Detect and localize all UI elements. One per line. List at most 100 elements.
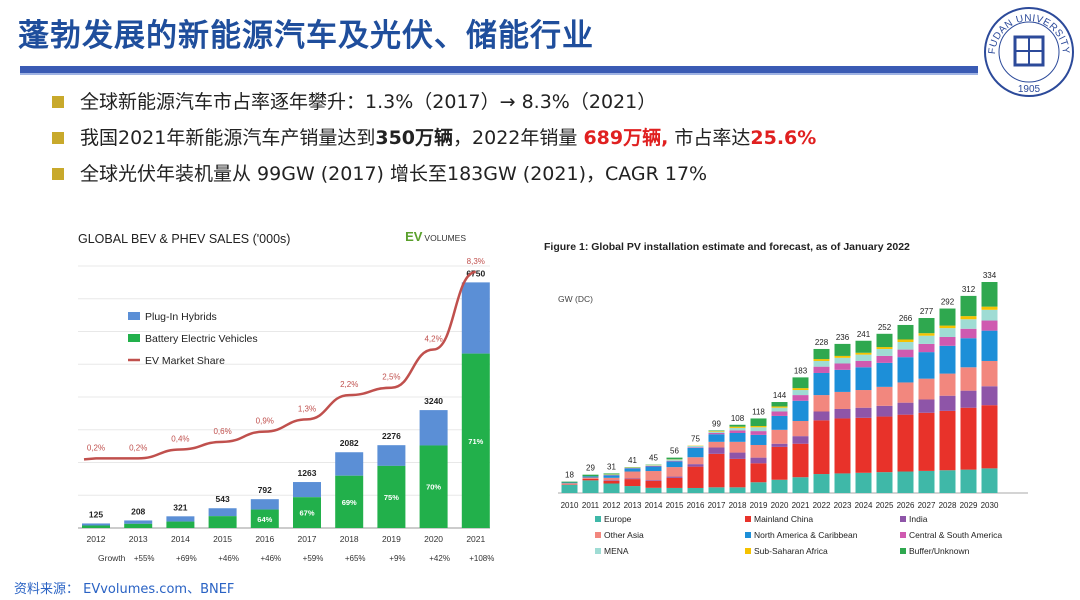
market-share-label: 0,9% bbox=[256, 417, 274, 426]
legend-label: MENA bbox=[604, 546, 629, 556]
legend-label: Other Asia bbox=[604, 530, 644, 540]
stack-segment bbox=[624, 478, 641, 480]
stack-segment bbox=[897, 402, 914, 415]
bev-share-label: 67% bbox=[299, 509, 314, 518]
market-share-label: 2,2% bbox=[340, 380, 358, 389]
stack-segment bbox=[561, 481, 578, 483]
x-tick-label: 2014 bbox=[645, 501, 663, 510]
stack-segment bbox=[813, 359, 830, 361]
stack-segment bbox=[897, 357, 914, 383]
stack-segment bbox=[666, 467, 683, 477]
bev-share-label: 64% bbox=[257, 515, 272, 524]
stack-segment bbox=[729, 432, 746, 442]
bullet-text-part: ，2022年销量 bbox=[453, 127, 584, 149]
stack-segment bbox=[750, 463, 767, 483]
brand-logo-volumes: VOLUMES bbox=[424, 233, 466, 243]
stack-segment bbox=[855, 352, 872, 355]
stack-segment bbox=[792, 390, 809, 396]
x-tick-label: 2013 bbox=[129, 534, 148, 544]
stack-segment bbox=[750, 444, 767, 458]
stack-segment bbox=[855, 340, 872, 353]
stack-segment bbox=[687, 445, 704, 448]
x-tick-label: 2017 bbox=[708, 501, 726, 510]
market-share-label: 0,4% bbox=[171, 434, 189, 443]
legend-label: Battery Electric Vehicles bbox=[145, 333, 258, 345]
pv-installation-chart: Figure 1: Global PV installation estimat… bbox=[544, 241, 1028, 556]
stack-segment bbox=[729, 424, 746, 427]
x-tick-label: 2011 bbox=[582, 501, 600, 510]
legend-swatch bbox=[745, 548, 751, 554]
total-label: 252 bbox=[878, 323, 892, 332]
stack-segment bbox=[939, 373, 956, 396]
bev-bar bbox=[124, 523, 153, 528]
bev-share-label: 75% bbox=[384, 493, 399, 502]
bullet-square-icon bbox=[52, 132, 64, 144]
stack-segment bbox=[939, 395, 956, 411]
stack-segment bbox=[918, 470, 935, 493]
stack-segment bbox=[771, 402, 788, 407]
seal-year: 1905 bbox=[1018, 84, 1041, 95]
legend-swatch bbox=[595, 532, 601, 538]
stack-segment bbox=[687, 447, 704, 458]
source-note: 资料来源： EVvolumes.com、BNEF bbox=[14, 582, 235, 597]
total-label: 75 bbox=[691, 435, 700, 444]
stack-segment bbox=[708, 432, 725, 435]
x-tick-label: 2028 bbox=[939, 501, 957, 510]
stack-segment bbox=[960, 367, 977, 391]
stack-segment bbox=[876, 347, 893, 349]
legend-swatch bbox=[595, 516, 601, 522]
total-label: 321 bbox=[173, 502, 187, 512]
x-tick-label: 2013 bbox=[624, 501, 642, 510]
stack-segment bbox=[834, 391, 851, 409]
bev-bar bbox=[82, 525, 110, 528]
bullet-text-part: 我国2021年新能源汽车产销量达到 bbox=[80, 127, 376, 149]
total-label: 29 bbox=[586, 464, 595, 473]
stack-segment bbox=[624, 468, 641, 472]
bullet-text: 全球光伏年装机量从 99GW (2017) 增长至183GW (2021)，CA… bbox=[80, 160, 707, 188]
stack-segment bbox=[750, 457, 767, 464]
legend-swatch-phev bbox=[128, 312, 140, 320]
stack-segment bbox=[750, 434, 767, 445]
stack-segment bbox=[918, 412, 935, 471]
stack-segment bbox=[603, 480, 620, 484]
growth-label: +59% bbox=[303, 554, 324, 563]
stack-segment bbox=[729, 458, 746, 488]
phev-bar bbox=[335, 452, 364, 476]
stack-segment bbox=[918, 333, 935, 336]
stack-segment bbox=[603, 475, 620, 478]
x-tick-label: 2016 bbox=[255, 534, 274, 544]
x-tick-label: 2018 bbox=[340, 534, 359, 544]
stack-segment bbox=[939, 345, 956, 374]
stack-segment bbox=[666, 460, 683, 462]
total-label: 2082 bbox=[340, 438, 359, 448]
growth-label: +42% bbox=[429, 554, 450, 563]
phev-bar bbox=[124, 520, 153, 524]
x-tick-label: 2015 bbox=[666, 501, 684, 510]
total-label: 208 bbox=[131, 506, 145, 516]
ev-sales-chart: GLOBAL BEV & PHEV SALES ('000s) EV VOLUMES… bbox=[78, 229, 494, 563]
bev-bar bbox=[293, 497, 321, 528]
stack-segment bbox=[771, 406, 788, 408]
stack-segment bbox=[834, 355, 851, 358]
bullet-text: 我国2021年新能源汽车产销量达到350万辆，2022年销量 689万辆, 市占… bbox=[80, 124, 816, 152]
stack-segment bbox=[834, 408, 851, 419]
stack-segment bbox=[624, 471, 641, 479]
stack-segment bbox=[729, 430, 746, 433]
growth-label: +69% bbox=[176, 554, 197, 563]
stack-segment bbox=[834, 418, 851, 474]
stack-segment bbox=[855, 390, 872, 408]
stack-segment bbox=[582, 478, 599, 481]
stack-segment bbox=[687, 464, 704, 467]
total-label: 41 bbox=[628, 456, 637, 465]
stack-segment bbox=[834, 363, 851, 370]
stack-segment bbox=[582, 480, 599, 493]
stack-segment bbox=[897, 382, 914, 403]
stack-segment bbox=[708, 441, 725, 448]
legend-swatch bbox=[745, 516, 751, 522]
total-label: 99 bbox=[712, 419, 721, 428]
total-label: 236 bbox=[836, 333, 850, 342]
stack-segment bbox=[960, 328, 977, 339]
x-tick-label: 2023 bbox=[834, 501, 852, 510]
stack-segment bbox=[939, 410, 956, 471]
market-share-label: 0,6% bbox=[213, 427, 231, 436]
